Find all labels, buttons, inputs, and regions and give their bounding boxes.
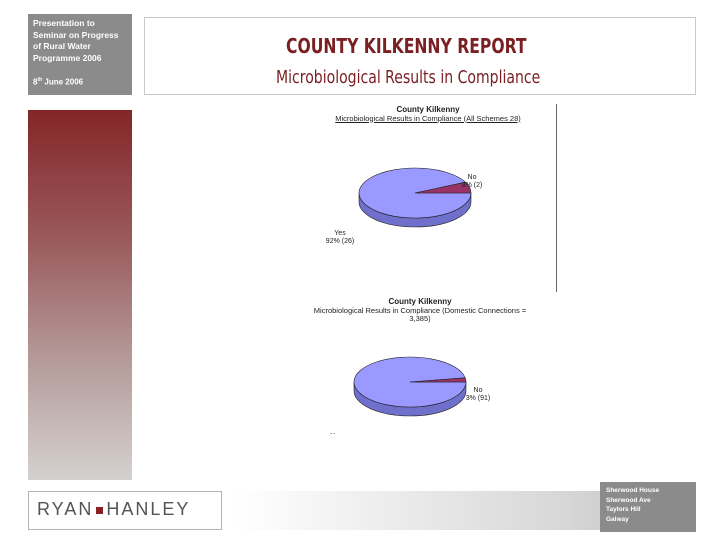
presentation-date: 8th June 2006 [33, 77, 83, 87]
pie-chart-1: Yes 92% (26) No 8% (2) [326, 167, 483, 245]
address-box: Sherwood House Sherwood Ave Taylors Hill… [600, 482, 696, 532]
chart-all-schemes: County Kilkenny Microbiological Results … [300, 104, 557, 292]
address-line: Galway [606, 515, 629, 523]
address-line: Sherwood Ave [606, 496, 651, 504]
company-logo-box: RYAN HANLEY [28, 491, 222, 530]
pie-chart-1-svg: Yes 92% (26) No 8% (2) [326, 167, 483, 245]
presentation-line: Programme 2006 [33, 52, 102, 63]
data-label-no: No 8% (2) [462, 174, 483, 189]
data-label-no: No 3% (91) [466, 387, 491, 402]
sidebar: Presentation to Seminar on Progress of R… [28, 14, 132, 480]
pie-slice-yes [358, 167, 472, 219]
address-line: Sherwood House [606, 487, 660, 494]
data-label-yes: Yes 92% (26) [326, 230, 354, 245]
sidebar-gradient-bar [28, 110, 132, 480]
chart-subtitle: Microbiological Results in Compliance (D… [313, 305, 527, 323]
slide-subtitle: Microbiological Results in Compliance [276, 67, 541, 88]
logo-square-icon [96, 506, 104, 514]
date-suffix: th [37, 77, 43, 83]
presentation-line: of Rural Water [33, 41, 91, 51]
presentation-line: Seminar on Progress [33, 29, 119, 40]
presentation-text: Presentation to Seminar on Progress of R… [33, 18, 131, 64]
logo-left: RYAN [37, 499, 94, 519]
presentation-line: Presentation to [33, 18, 95, 28]
title-box [144, 17, 696, 95]
company-logo: RYAN HANLEY [37, 499, 190, 520]
pie-slice-no [414, 181, 472, 194]
presentation-info-box: Presentation to Seminar on Progress of R… [28, 14, 132, 95]
address-line: Taylors Hill [606, 506, 641, 513]
logo-right: HANLEY [106, 499, 191, 519]
chart-title: County Kilkenny [396, 105, 460, 114]
date-rest: June 2006 [42, 77, 84, 87]
chart-subtitle: Microbiological Results in Compliance (A… [335, 113, 521, 123]
pie-slice-no [409, 376, 467, 382]
pie-chart-2: Yes97% (3,294) No3% (91) [317, 356, 491, 434]
data-label-yes: Yes97% (3,294) [317, 433, 355, 434]
pie-chart-2-svg: Yes97% (3,294) No3% (91) [317, 356, 491, 434]
slide-title: COUNTY KILKENNY REPORT [286, 34, 527, 58]
date-day: 8 [33, 77, 38, 87]
chart-title: County Kilkenny [388, 297, 452, 306]
chart-domestic-connections: County Kilkenny Microbiological Results … [300, 297, 540, 440]
